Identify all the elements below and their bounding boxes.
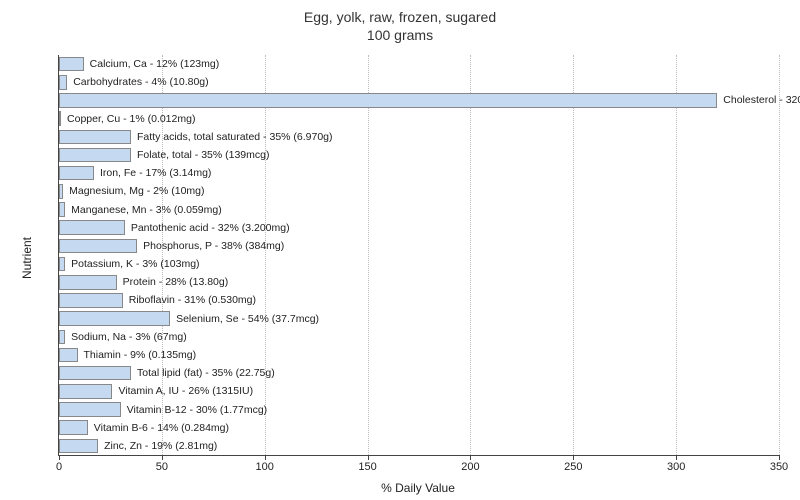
bar-row: Magnesium, Mg - 2% (10mg) xyxy=(59,182,779,200)
bar-row: Vitamin B-12 - 30% (1.77mcg) xyxy=(59,400,779,418)
nutrient-bar xyxy=(59,166,94,181)
nutrient-bar-label: Thiamin - 9% (0.135mg) xyxy=(84,349,197,361)
bar-row: Potassium, K - 3% (103mg) xyxy=(59,255,779,273)
xtick-label: 200 xyxy=(461,461,479,473)
xtick-mark xyxy=(368,455,369,460)
nutrition-bar-chart: Egg, yolk, raw, frozen, sugared 100 gram… xyxy=(0,0,800,500)
xtick-mark xyxy=(162,455,163,460)
bar-row: Phosphorus, P - 38% (384mg) xyxy=(59,237,779,255)
nutrient-bar xyxy=(59,366,131,381)
nutrient-bar xyxy=(59,93,717,108)
nutrient-bar xyxy=(59,348,78,363)
bar-row: Protein - 28% (13.80g) xyxy=(59,273,779,291)
nutrient-bar-label: Fatty acids, total saturated - 35% (6.97… xyxy=(137,131,333,143)
nutrient-bar xyxy=(59,439,98,454)
xtick-label: 0 xyxy=(56,461,62,473)
nutrient-bar-label: Selenium, Se - 54% (37.7mcg) xyxy=(176,313,319,325)
x-axis-title: % Daily Value xyxy=(381,481,455,495)
xtick-label: 150 xyxy=(358,461,376,473)
nutrient-bar xyxy=(59,75,67,90)
xtick-mark xyxy=(779,455,780,460)
nutrient-bar xyxy=(59,130,131,145)
nutrient-bar-label: Total lipid (fat) - 35% (22.75g) xyxy=(137,367,275,379)
nutrient-bar xyxy=(59,420,88,435)
gridline xyxy=(779,55,781,455)
bar-row: Carbohydrates - 4% (10.80g) xyxy=(59,73,779,91)
bar-row: Sodium, Na - 3% (67mg) xyxy=(59,328,779,346)
y-axis-title: Nutrient xyxy=(20,237,34,279)
xtick-label: 250 xyxy=(564,461,582,473)
bar-row: Vitamin B-6 - 14% (0.284mg) xyxy=(59,419,779,437)
xtick-label: 350 xyxy=(770,461,788,473)
nutrient-bar-label: Cholesterol - 320% (959mg) xyxy=(723,94,800,106)
bar-row: Copper, Cu - 1% (0.012mg) xyxy=(59,110,779,128)
nutrient-bar-label: Vitamin A, IU - 26% (1315IU) xyxy=(118,385,253,397)
nutrient-bar xyxy=(59,111,61,126)
nutrient-bar-label: Zinc, Zn - 19% (2.81mg) xyxy=(104,440,217,452)
nutrient-bar xyxy=(59,311,170,326)
nutrient-bar-label: Copper, Cu - 1% (0.012mg) xyxy=(67,113,195,125)
nutrient-bar xyxy=(59,184,63,199)
nutrient-bar-label: Protein - 28% (13.80g) xyxy=(123,276,229,288)
nutrient-bar-label: Potassium, K - 3% (103mg) xyxy=(71,258,199,270)
bar-row: Fatty acids, total saturated - 35% (6.97… xyxy=(59,128,779,146)
nutrient-bar-label: Folate, total - 35% (139mcg) xyxy=(137,149,269,161)
plot-area: 050100150200250300350Calcium, Ca - 12% (… xyxy=(58,55,779,456)
xtick-label: 50 xyxy=(156,461,168,473)
chart-title-line2: 100 grams xyxy=(0,26,800,44)
xtick-mark xyxy=(470,455,471,460)
xtick-mark xyxy=(265,455,266,460)
xtick-mark xyxy=(676,455,677,460)
nutrient-bar xyxy=(59,293,123,308)
nutrient-bar xyxy=(59,275,117,290)
bar-row: Manganese, Mn - 3% (0.059mg) xyxy=(59,200,779,218)
nutrient-bar-label: Carbohydrates - 4% (10.80g) xyxy=(73,76,208,88)
nutrient-bar-label: Sodium, Na - 3% (67mg) xyxy=(71,331,187,343)
nutrient-bar xyxy=(59,220,125,235)
bar-row: Iron, Fe - 17% (3.14mg) xyxy=(59,164,779,182)
nutrient-bar xyxy=(59,384,112,399)
nutrient-bar-label: Pantothenic acid - 32% (3.200mg) xyxy=(131,222,290,234)
bar-row: Folate, total - 35% (139mcg) xyxy=(59,146,779,164)
nutrient-bar-label: Vitamin B-12 - 30% (1.77mcg) xyxy=(127,404,267,416)
nutrient-bar xyxy=(59,148,131,163)
bar-row: Riboflavin - 31% (0.530mg) xyxy=(59,291,779,309)
xtick-label: 300 xyxy=(667,461,685,473)
bar-row: Cholesterol - 320% (959mg) xyxy=(59,91,779,109)
nutrient-bar-label: Iron, Fe - 17% (3.14mg) xyxy=(100,167,211,179)
nutrient-bar-label: Phosphorus, P - 38% (384mg) xyxy=(143,240,284,252)
nutrient-bar-label: Riboflavin - 31% (0.530mg) xyxy=(129,294,256,306)
bar-row: Thiamin - 9% (0.135mg) xyxy=(59,346,779,364)
bar-row: Selenium, Se - 54% (37.7mcg) xyxy=(59,310,779,328)
bar-row: Vitamin A, IU - 26% (1315IU) xyxy=(59,382,779,400)
bar-row: Calcium, Ca - 12% (123mg) xyxy=(59,55,779,73)
xtick-mark xyxy=(59,455,60,460)
nutrient-bar xyxy=(59,239,137,254)
bar-row: Pantothenic acid - 32% (3.200mg) xyxy=(59,219,779,237)
nutrient-bar-label: Magnesium, Mg - 2% (10mg) xyxy=(69,185,204,197)
nutrient-bar xyxy=(59,330,65,345)
xtick-label: 100 xyxy=(256,461,274,473)
bar-row: Total lipid (fat) - 35% (22.75g) xyxy=(59,364,779,382)
chart-title-line1: Egg, yolk, raw, frozen, sugared xyxy=(0,8,800,26)
nutrient-bar xyxy=(59,57,84,72)
nutrient-bar xyxy=(59,402,121,417)
nutrient-bar-label: Vitamin B-6 - 14% (0.284mg) xyxy=(94,422,229,434)
nutrient-bar-label: Manganese, Mn - 3% (0.059mg) xyxy=(71,204,222,216)
chart-title: Egg, yolk, raw, frozen, sugared 100 gram… xyxy=(0,8,800,44)
xtick-mark xyxy=(573,455,574,460)
nutrient-bar xyxy=(59,257,65,272)
nutrient-bar-label: Calcium, Ca - 12% (123mg) xyxy=(90,58,220,70)
bar-row: Zinc, Zn - 19% (2.81mg) xyxy=(59,437,779,455)
nutrient-bar xyxy=(59,202,65,217)
